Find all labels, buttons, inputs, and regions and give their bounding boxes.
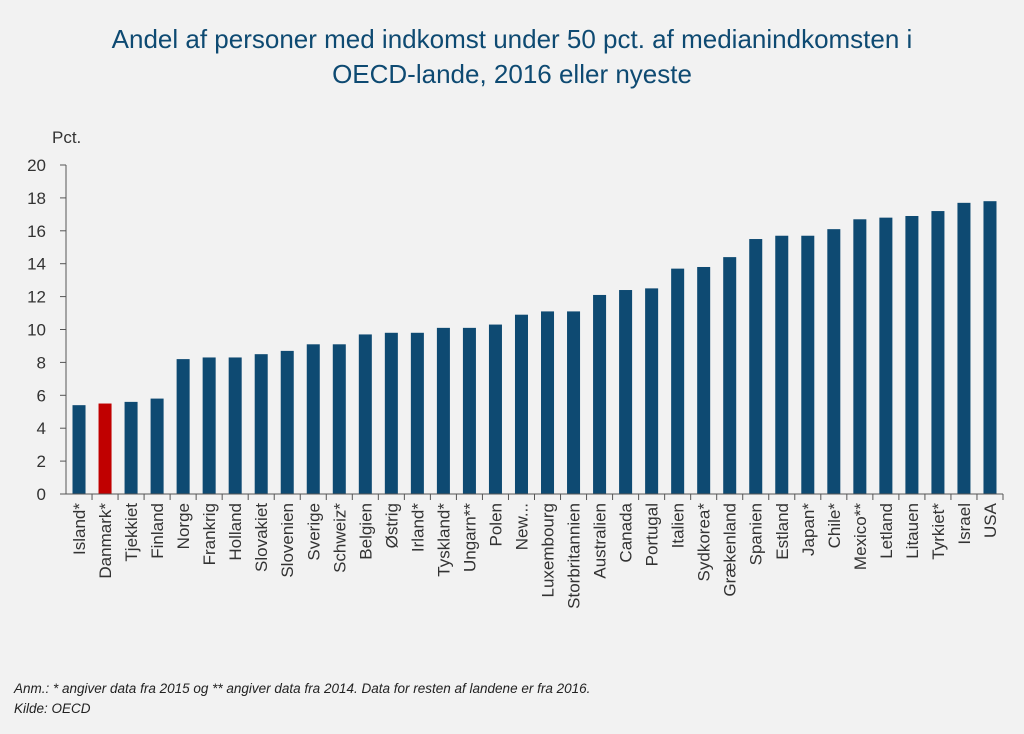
x-tick-label: Schweiz* [330,503,349,573]
bar [280,350,294,494]
bar [150,398,164,494]
x-tick-label: Belgien [356,503,375,560]
x-tick-label: Grækenland [721,503,740,597]
x-tick-label: Østrig [382,503,401,548]
x-tick-label: Tyrkiet* [929,503,948,560]
x-tick-label: Australien [591,503,610,579]
x-tick-label: Holland [226,503,245,561]
bar [124,401,138,494]
bar [957,202,971,494]
bar [410,332,424,494]
x-tick-label: Frankrig [200,503,219,565]
bar [254,354,268,494]
bar [332,344,346,494]
bar [384,332,398,494]
footnote-source: Kilde: OECD [14,701,91,716]
y-axis: 0 2 4 6 8 10 12 14 16 18 20 [27,156,67,504]
bar [567,311,581,494]
x-tick-label: Spanien [747,503,766,565]
x-tick-label: Japan* [799,503,818,556]
bar [853,219,867,494]
x-tick-label: Estland [773,503,792,560]
bar [228,357,242,494]
x-tick-label: Mexico** [851,503,870,570]
x-axis-labels: Island* Danmark* Tjekkiet Finland Norge Frank… [70,494,1004,609]
x-tick-label: Finland [148,503,167,559]
x-tick-label: Slovakiet [252,503,271,572]
bar [72,405,86,494]
x-tick-label: USA [981,502,1000,538]
y-axis-label: Pct. [52,128,81,147]
x-tick-label: New... [512,503,531,550]
bar [202,357,216,494]
bars [72,201,997,495]
bar [176,359,190,494]
chart-title-line-1: Andel af personer med indkomst under 50 … [111,24,913,54]
x-tick-label: Sydkorea* [695,503,714,582]
bar [879,217,893,494]
chart-title: Andel af personer med indkomst under 50 … [0,22,1024,92]
x-tick-label: Italien [669,503,688,548]
y-tick-label: 4 [37,419,46,438]
y-tick-label: 6 [37,386,46,405]
bar [98,403,112,494]
x-tick-label: Island* [70,503,89,555]
bar [436,327,450,494]
bar [749,239,763,494]
y-tick-label: 20 [27,156,46,175]
x-tick-label: Chile* [825,503,844,549]
bar [645,288,659,494]
bar [358,334,372,494]
bar [488,324,502,494]
y-tick-label: 12 [27,288,46,307]
x-tick-label: Slovenien [278,503,297,578]
chart-footnote: Anm.: * angiver data fra 2015 og ** angi… [14,679,590,719]
bar [697,266,711,494]
x-tick-label: Canada [617,502,636,562]
y-tick-label: 2 [37,452,46,471]
bar [723,257,737,494]
x-tick-label: Sverige [304,503,323,561]
x-tick-label: Danmark* [96,503,115,579]
x-tick-label: Polen [486,503,505,546]
x-tick-label: Litauen [903,503,922,559]
bar [619,290,633,494]
x-tick-label: Storbritannien [565,503,584,609]
x-tick-label: Ungarn** [460,503,479,572]
x-tick-label: Israel [955,503,974,545]
bar [593,294,607,494]
bar [514,314,528,494]
bar [801,235,815,495]
y-tick-label: 8 [37,353,46,372]
x-tick-label: Luxembourg [539,503,558,598]
x-tick-label: Portugal [643,503,662,566]
footnote-note: Anm.: * angiver data fra 2015 og ** angi… [14,681,591,696]
x-tick-label: Norge [174,503,193,549]
y-tick-label: 10 [27,321,46,340]
bar [931,211,945,494]
bar [775,235,789,495]
x-tick-label: Tjekkiet [122,503,141,562]
x-tick-label: Irland* [408,503,427,553]
y-tick-label: 0 [37,485,46,504]
x-tick-label: Letland [877,503,896,559]
bar [541,311,555,494]
bar [462,327,476,494]
x-tick-label: Tyskland* [434,503,453,577]
bar [905,215,919,494]
bar [827,229,841,494]
chart-title-line-2: OECD-lande, 2016 eller nyeste [332,59,692,89]
bar [671,268,685,494]
y-tick-label: 16 [27,222,46,241]
bar [306,344,320,494]
y-tick-label: 14 [27,255,46,274]
y-tick-label: 18 [27,189,46,208]
bar [983,201,997,494]
